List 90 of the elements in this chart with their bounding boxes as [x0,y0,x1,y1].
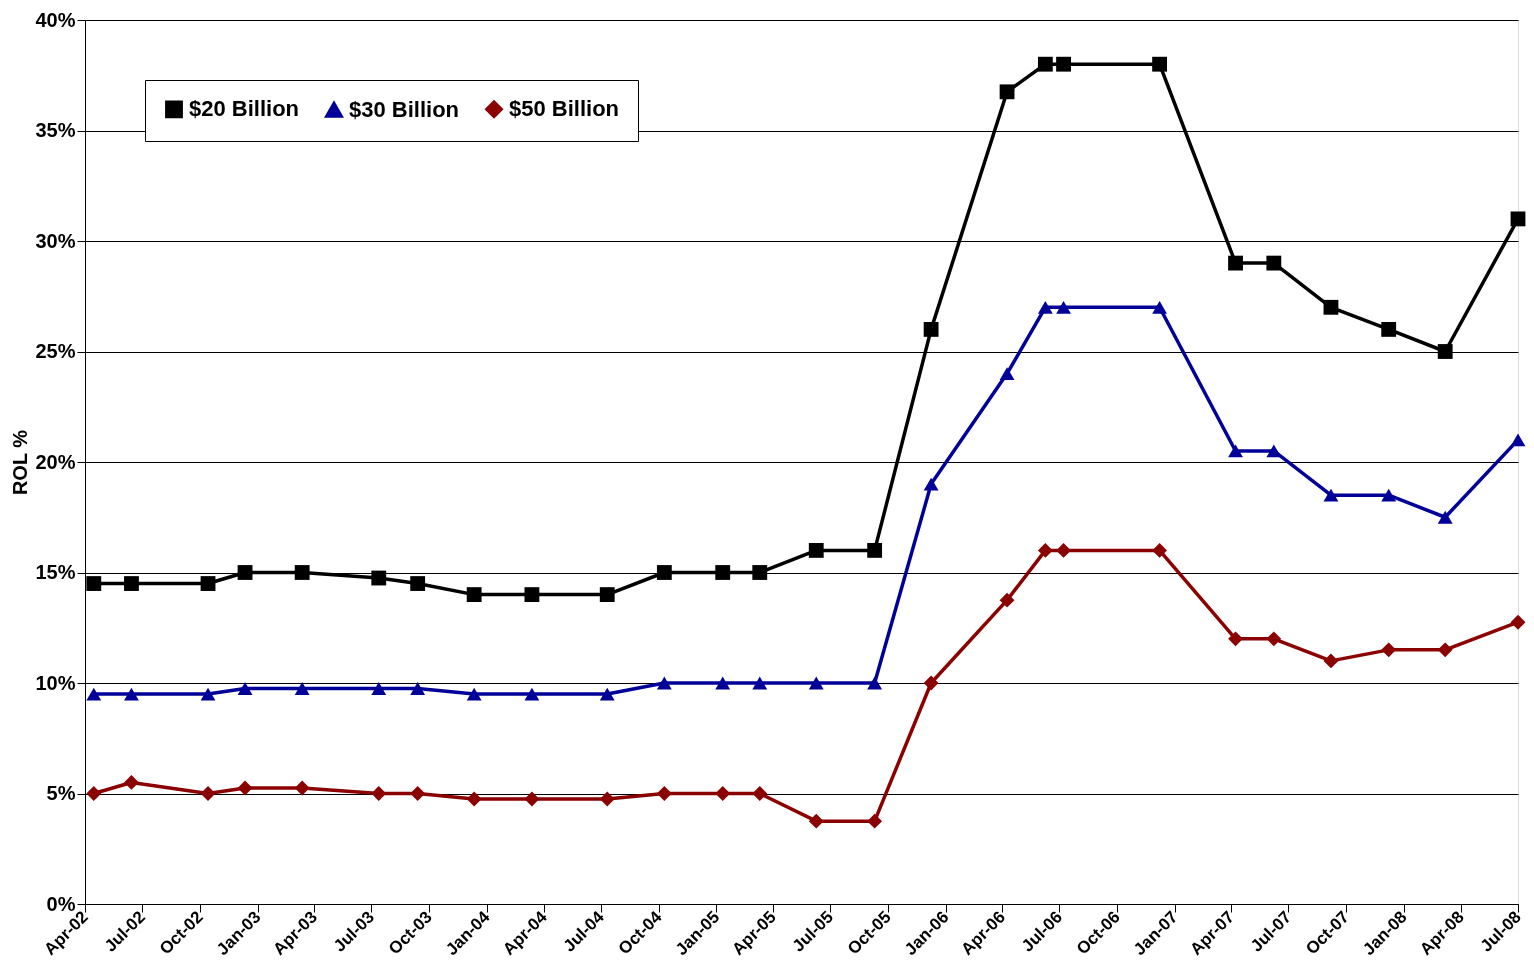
point [715,676,731,690]
point [1152,56,1168,72]
point [237,780,253,796]
y-tick-label: 40% [35,8,76,31]
point [524,587,540,603]
point [410,786,426,801]
point [656,565,672,580]
point [466,687,482,701]
point [466,791,482,807]
point [410,576,426,591]
point [524,791,540,807]
point [1381,488,1397,502]
point [237,565,253,580]
point [1437,642,1453,658]
point [294,682,310,695]
point [599,587,615,603]
point [1037,300,1053,314]
point [752,676,768,690]
y-axis-title: ROL % [9,429,32,496]
point [1228,444,1243,458]
point [599,791,615,807]
point [86,786,102,801]
point [294,780,310,796]
point [1323,299,1339,315]
point [371,682,387,695]
point [1510,614,1526,630]
y-tick-label: 25% [35,340,76,362]
point [86,687,102,701]
legend-label: $20 Billion [189,96,300,122]
point [752,565,768,580]
point [1437,510,1453,524]
point [466,587,482,603]
y-tick-label: 35% [35,119,76,141]
point [1152,300,1168,314]
point [1037,542,1053,558]
point [410,682,426,695]
point [808,813,824,829]
point [923,321,939,337]
point [999,84,1015,100]
point [656,786,672,801]
point [867,542,883,558]
point [86,576,102,591]
point [1266,255,1282,271]
point [1266,444,1282,458]
y-tick-label: 0% [46,892,76,915]
point [371,786,387,801]
point [1381,642,1397,658]
y-tick-label: 20% [35,450,76,473]
point [867,813,883,829]
point [294,565,310,580]
y-tick-label: 30% [35,229,76,252]
point [923,675,939,691]
y-tick-label: 10% [35,671,76,694]
point [1323,488,1339,502]
point [599,687,615,701]
point [867,676,883,690]
legend-label: $50 Billion [509,96,620,122]
point [1056,542,1071,558]
point [1056,300,1071,314]
point [237,682,253,695]
point [999,367,1015,381]
point [1381,321,1397,337]
point [200,687,216,701]
point [715,786,731,801]
point [656,676,672,690]
point [923,477,939,491]
point [752,786,768,801]
point [1510,433,1526,447]
point [1437,344,1453,359]
point [1152,542,1168,558]
point [1510,211,1526,227]
point [124,775,139,790]
point [124,687,139,701]
point [999,592,1015,608]
point [1266,631,1282,647]
legend-label: $30 Billion [349,96,460,122]
y-tick-label: 5% [46,782,76,804]
y-tick-label: 15% [35,561,76,583]
point [1323,653,1339,669]
point [715,565,731,580]
point [524,687,540,701]
point [1037,56,1053,72]
point [124,576,139,591]
point [808,676,824,690]
point [1228,631,1243,647]
point [808,542,824,558]
point [1056,56,1071,72]
point [200,576,216,591]
point [371,570,387,586]
point [1228,255,1243,271]
